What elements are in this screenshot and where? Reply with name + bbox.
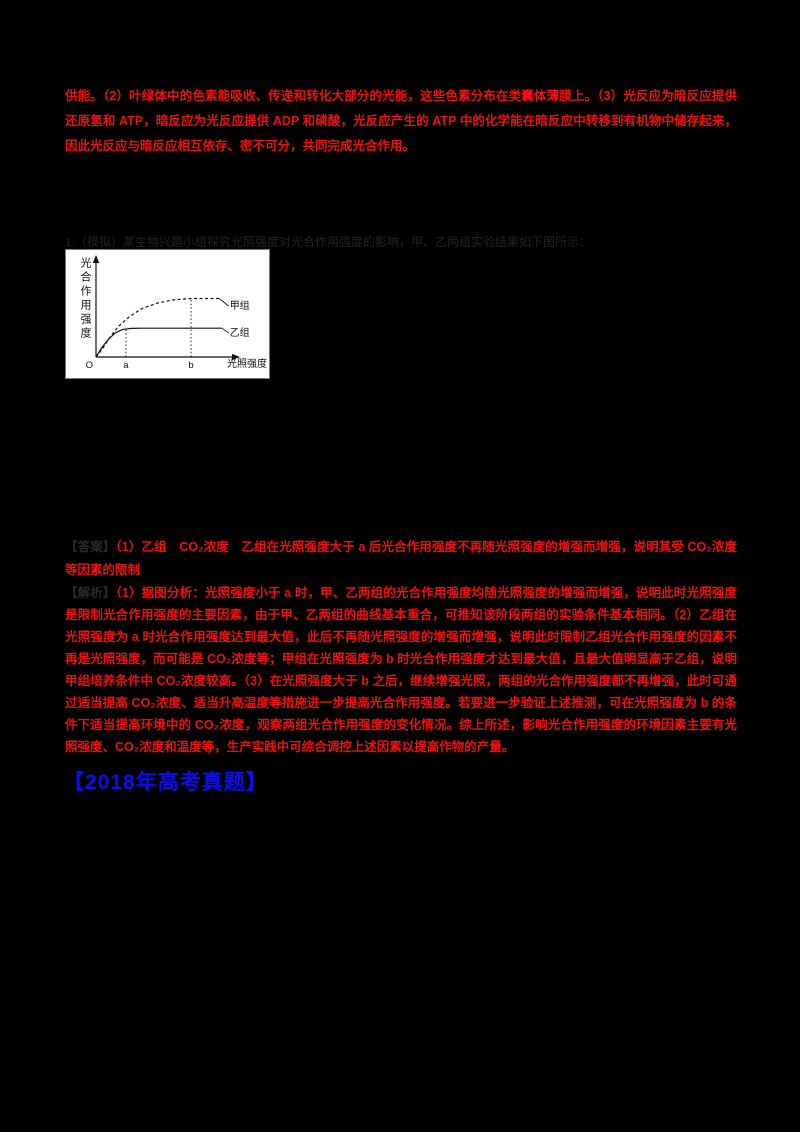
analysis-block: 【解析】（1）据图分析：光照强度小于 a 时，甲、乙两组的光合作用强度均随光照强…: [65, 582, 737, 758]
series-label-connector: [221, 327, 229, 334]
analysis-text: （1）据图分析：光照强度小于 a 时，甲、乙两组的光合作用强度均随光照强度的增强…: [65, 586, 737, 754]
series-label: 乙组: [230, 326, 250, 339]
x-axis-label: 光照强度: [227, 359, 267, 370]
answer-label: 【答案】: [65, 540, 116, 554]
x-axis-arrow-icon: [232, 353, 240, 361]
analysis-label: 【解析】: [65, 586, 116, 600]
x-tick-label: a: [123, 360, 129, 371]
question-stem: 1.（模拟）某生物兴趣小组探究光照强度对光合作用强度的影响，甲、乙两组实验结果如…: [65, 235, 592, 248]
series-curve: [95, 327, 222, 358]
x-tick-label: b: [188, 360, 193, 371]
series-label: 甲组: [230, 299, 250, 312]
y-axis-arrow-icon: [92, 255, 100, 263]
x-tick-label: O: [86, 360, 93, 371]
series-label-connector: [218, 298, 229, 307]
answer-block: 【答案】（1）乙组 CO₂浓度 乙组在光照强度大于 a 后光合作用强度不再随光照…: [65, 536, 737, 582]
y-axis-label: 光合作用强度: [79, 257, 91, 341]
answer-text: （1）乙组 CO₂浓度 乙组在光照强度大于 a 后光合作用强度不再随光照强度的增…: [65, 540, 737, 577]
top-answer-paragraph: 供能。（2）叶绿体中的色素能吸收、传递和转化大部分的光能，这些色素分布在类囊体薄…: [65, 89, 737, 153]
section-heading-2018: 【2018年高考真题】: [63, 771, 268, 794]
